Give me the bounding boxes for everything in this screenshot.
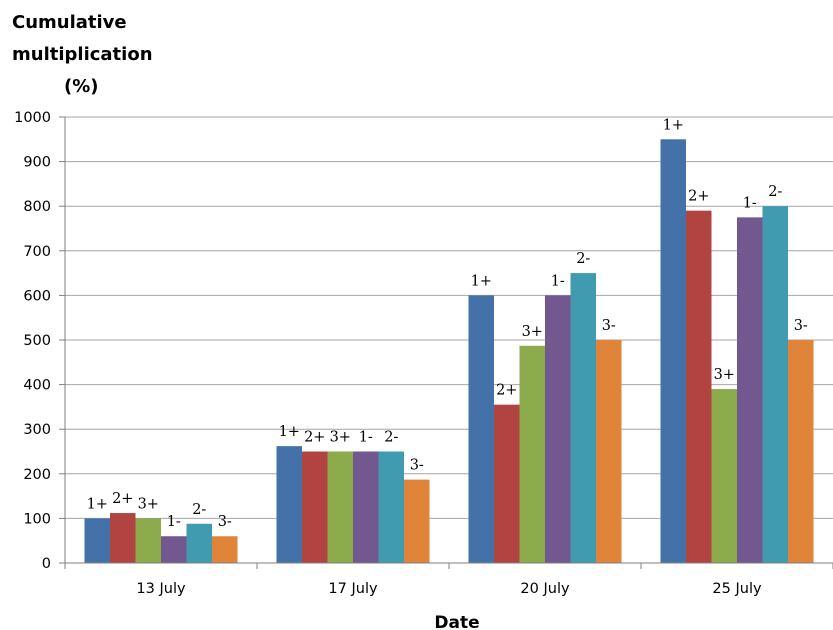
y-tick-label: 600: [23, 288, 51, 304]
x-axis-title: Date: [434, 613, 479, 630]
bar: [737, 217, 763, 563]
bar: [545, 295, 571, 563]
bar: [110, 513, 136, 563]
bar: [660, 139, 686, 564]
y-axis-title-line: multiplication: [12, 44, 153, 65]
bar-label: 2-: [192, 502, 206, 518]
y-axis-title-line: Cumulative: [12, 12, 127, 33]
bar-label: 2-: [576, 251, 590, 267]
bar-label: 1-: [167, 514, 181, 530]
y-tick-label: 700: [23, 244, 51, 260]
bar: [686, 210, 712, 563]
bar-label: 3-: [218, 514, 232, 530]
bar-label: 2+: [304, 430, 325, 446]
bar: [302, 451, 328, 563]
bar: [494, 404, 520, 563]
bar-label: 3+: [138, 496, 159, 512]
bar-label: 1-: [359, 430, 373, 446]
bar: [212, 536, 238, 563]
bar: [519, 345, 545, 563]
bar-label: 1-: [551, 273, 565, 289]
bar-label: 3-: [410, 458, 424, 474]
y-tick-label: 800: [23, 199, 51, 215]
y-tick-label: 200: [23, 467, 51, 483]
bar: [327, 451, 353, 563]
y-tick-label: 900: [23, 155, 51, 171]
bar-label: 2+: [688, 189, 709, 205]
y-tick-label: 100: [23, 511, 51, 527]
bar: [186, 523, 212, 563]
bar-label: 1+: [279, 424, 300, 440]
bar-label: 3-: [794, 318, 808, 334]
bar: [353, 451, 379, 563]
bar-label: 1+: [471, 273, 492, 289]
bar: [468, 295, 494, 563]
bar-label: 2-: [768, 184, 782, 200]
x-tick-label: 13 July: [136, 581, 186, 597]
bar-labels: 1+ 2+ 3+1-2-3-1+ 2+ 3+ 1- 2-3-1+2+3+1-2-3-1+2+…: [87, 117, 808, 530]
y-tick-label: 0: [42, 556, 51, 572]
bar-label: 1+: [663, 117, 684, 133]
bar: [161, 536, 187, 563]
bar-label: 3+: [522, 324, 543, 340]
bar: [404, 479, 430, 563]
gridlines: [65, 116, 833, 519]
y-axis-title-line: (%): [64, 76, 99, 97]
x-tick-label: 25 July: [712, 581, 762, 597]
bar-label: 3+: [330, 430, 351, 446]
bar: [711, 389, 737, 563]
bar: [276, 446, 302, 563]
bar: [762, 206, 788, 563]
y-axis-ticks: 0 100 200 300 400 500 600 700 800 900 1000: [14, 110, 65, 572]
bar: [596, 340, 622, 563]
y-tick-label: 500: [23, 333, 51, 349]
bar-label: 2-: [384, 430, 398, 446]
bar-label: 2+: [112, 491, 133, 507]
bars: [84, 139, 814, 564]
y-axis-title: Cumulative multiplication (%): [12, 12, 153, 97]
x-tick-label: 20 July: [520, 581, 570, 597]
bar: [378, 451, 404, 563]
x-tick-label: 17 July: [328, 581, 378, 597]
y-tick-label: 300: [23, 422, 51, 438]
bar: [570, 273, 596, 563]
x-axis-ticks: 13 July 17 July 20 July 25 July: [64, 563, 833, 597]
y-tick-label: 400: [23, 378, 51, 394]
bar: [84, 518, 110, 563]
y-tick-label: 1000: [14, 110, 51, 126]
bar-label: 1-: [743, 195, 757, 211]
bar-label: 3+: [714, 367, 735, 383]
bar-label: 1+: [87, 496, 108, 512]
bar: [788, 340, 814, 563]
bar-label: 2+: [496, 383, 517, 399]
bar-label: 3-: [602, 318, 616, 334]
bar: [135, 518, 161, 563]
